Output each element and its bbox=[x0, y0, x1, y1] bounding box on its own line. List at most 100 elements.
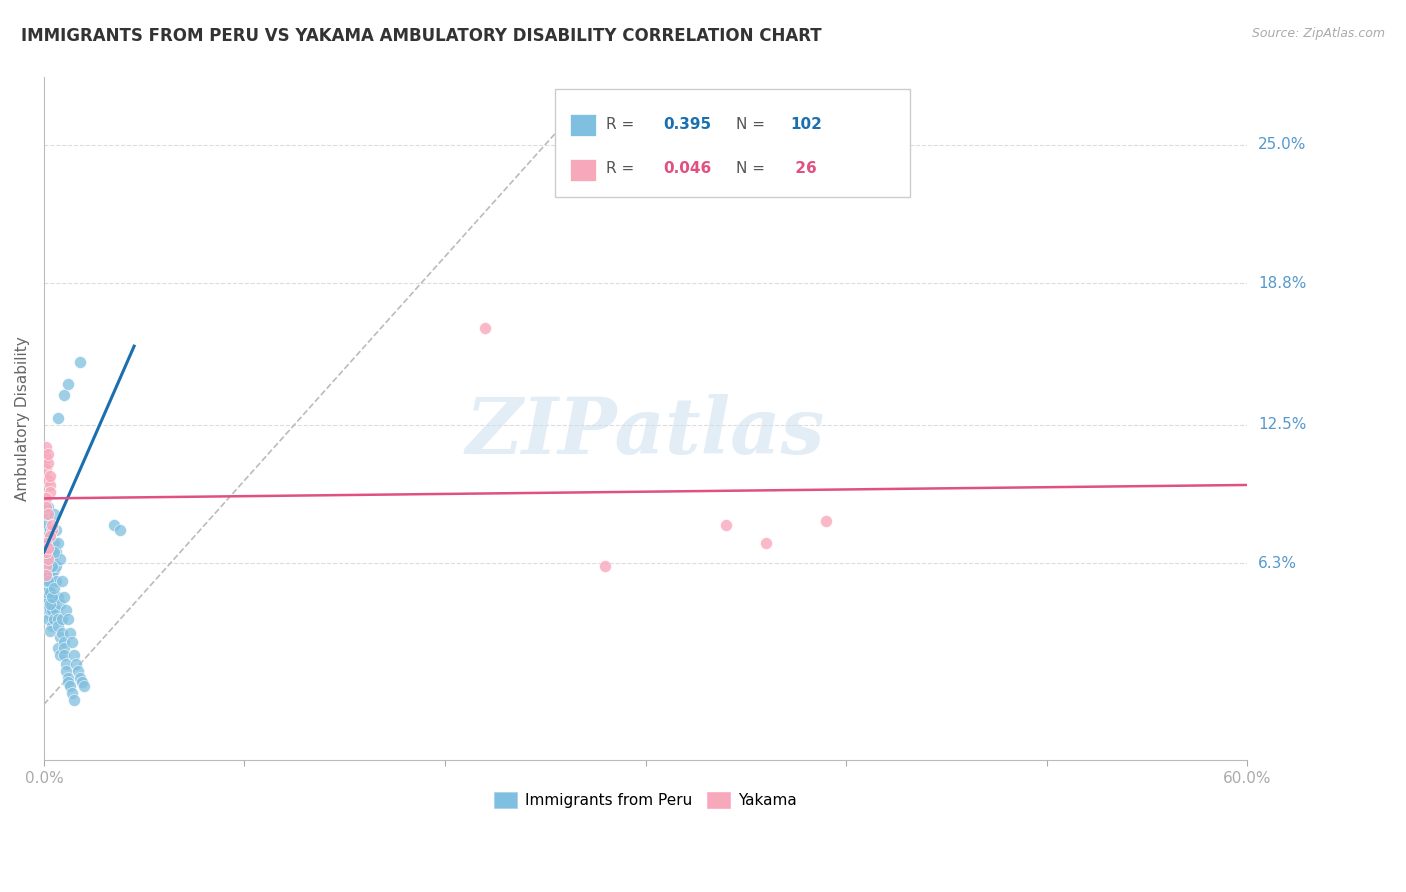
Point bbox=[35, 529, 58, 543]
Text: 0.046: 0.046 bbox=[664, 161, 711, 177]
Point bbox=[35, 536, 58, 550]
Point bbox=[41, 523, 63, 537]
Text: R =: R = bbox=[606, 117, 634, 132]
Point bbox=[41, 518, 63, 533]
Point bbox=[46, 619, 69, 633]
Point bbox=[65, 657, 87, 672]
Point bbox=[35, 518, 58, 533]
Point bbox=[52, 641, 75, 656]
Point bbox=[755, 536, 778, 550]
Point bbox=[35, 536, 58, 550]
Point bbox=[66, 664, 89, 678]
Point bbox=[35, 585, 58, 599]
Point bbox=[45, 603, 67, 617]
FancyBboxPatch shape bbox=[569, 159, 596, 180]
Point bbox=[38, 523, 60, 537]
Point bbox=[56, 612, 79, 626]
Point bbox=[42, 545, 65, 559]
Point bbox=[49, 630, 72, 644]
Point bbox=[35, 507, 58, 521]
Point bbox=[35, 567, 58, 582]
Point bbox=[37, 581, 59, 595]
Point bbox=[37, 552, 59, 566]
Point bbox=[37, 558, 59, 573]
Text: Source: ZipAtlas.com: Source: ZipAtlas.com bbox=[1251, 27, 1385, 40]
Point bbox=[49, 597, 72, 611]
Point bbox=[45, 523, 67, 537]
Text: R =: R = bbox=[606, 161, 634, 177]
Point bbox=[45, 545, 67, 559]
Point bbox=[52, 634, 75, 648]
Point bbox=[35, 557, 58, 571]
Point bbox=[41, 552, 63, 566]
Point bbox=[35, 597, 58, 611]
Point bbox=[38, 469, 60, 483]
Point bbox=[52, 388, 75, 402]
Point bbox=[35, 440, 58, 454]
Point bbox=[42, 581, 65, 595]
Point bbox=[69, 671, 91, 685]
Text: 25.0%: 25.0% bbox=[1258, 137, 1306, 153]
Point bbox=[56, 671, 79, 685]
Point bbox=[35, 545, 58, 559]
Point bbox=[56, 675, 79, 690]
Point bbox=[38, 624, 60, 638]
Point bbox=[35, 590, 58, 604]
Y-axis label: Ambulatory Disability: Ambulatory Disability bbox=[15, 336, 30, 501]
Point bbox=[38, 558, 60, 573]
Point bbox=[38, 597, 60, 611]
Point bbox=[52, 590, 75, 604]
Point bbox=[37, 612, 59, 626]
Point bbox=[37, 563, 59, 577]
Point bbox=[37, 567, 59, 582]
Text: N =: N = bbox=[735, 117, 765, 132]
Point bbox=[35, 567, 58, 582]
Point bbox=[595, 558, 617, 573]
Point bbox=[38, 484, 60, 499]
Point bbox=[35, 451, 58, 466]
Point bbox=[41, 597, 63, 611]
Point bbox=[73, 680, 96, 694]
Point bbox=[59, 680, 82, 694]
Point bbox=[35, 567, 58, 582]
Point bbox=[51, 612, 73, 626]
Point bbox=[37, 456, 59, 470]
Point bbox=[45, 558, 67, 573]
Point bbox=[51, 574, 73, 589]
Point bbox=[35, 552, 58, 566]
Point bbox=[37, 552, 59, 566]
Point bbox=[38, 529, 60, 543]
Point bbox=[41, 558, 63, 573]
Point bbox=[46, 641, 69, 656]
Point bbox=[35, 545, 58, 559]
Point bbox=[37, 536, 59, 550]
Point bbox=[38, 574, 60, 589]
Point bbox=[37, 557, 59, 571]
Point bbox=[55, 664, 77, 678]
Point bbox=[59, 625, 82, 640]
Text: 6.3%: 6.3% bbox=[1258, 556, 1298, 571]
Point bbox=[35, 557, 58, 571]
Point bbox=[35, 563, 58, 577]
Point bbox=[38, 529, 60, 543]
Point bbox=[41, 619, 63, 633]
Point bbox=[41, 603, 63, 617]
Point bbox=[38, 545, 60, 559]
Point bbox=[474, 321, 496, 335]
Point bbox=[63, 648, 86, 662]
Point bbox=[35, 462, 58, 476]
Point bbox=[41, 545, 63, 559]
Point bbox=[55, 603, 77, 617]
Text: IMMIGRANTS FROM PERU VS YAKAMA AMBULATORY DISABILITY CORRELATION CHART: IMMIGRANTS FROM PERU VS YAKAMA AMBULATOR… bbox=[21, 27, 821, 45]
Point bbox=[38, 607, 60, 622]
Point bbox=[37, 447, 59, 461]
Point bbox=[38, 478, 60, 492]
Text: 26: 26 bbox=[790, 161, 817, 177]
Point bbox=[108, 523, 131, 537]
Text: 102: 102 bbox=[790, 117, 821, 132]
Point bbox=[52, 648, 75, 662]
Point bbox=[38, 585, 60, 599]
Point bbox=[37, 603, 59, 617]
Point bbox=[35, 558, 58, 573]
Point bbox=[37, 567, 59, 582]
